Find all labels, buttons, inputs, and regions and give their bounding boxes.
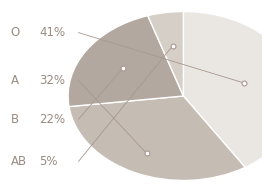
Text: 41%: 41%: [39, 26, 66, 39]
Text: 32%: 32%: [39, 74, 65, 87]
Wedge shape: [69, 96, 245, 180]
Wedge shape: [183, 12, 262, 167]
Text: A: A: [10, 74, 19, 87]
Wedge shape: [68, 16, 183, 107]
Text: O: O: [10, 26, 20, 39]
Text: 22%: 22%: [39, 113, 66, 126]
Text: 5%: 5%: [39, 155, 58, 168]
Text: AB: AB: [10, 155, 27, 168]
Wedge shape: [148, 12, 183, 96]
Text: B: B: [10, 113, 19, 126]
